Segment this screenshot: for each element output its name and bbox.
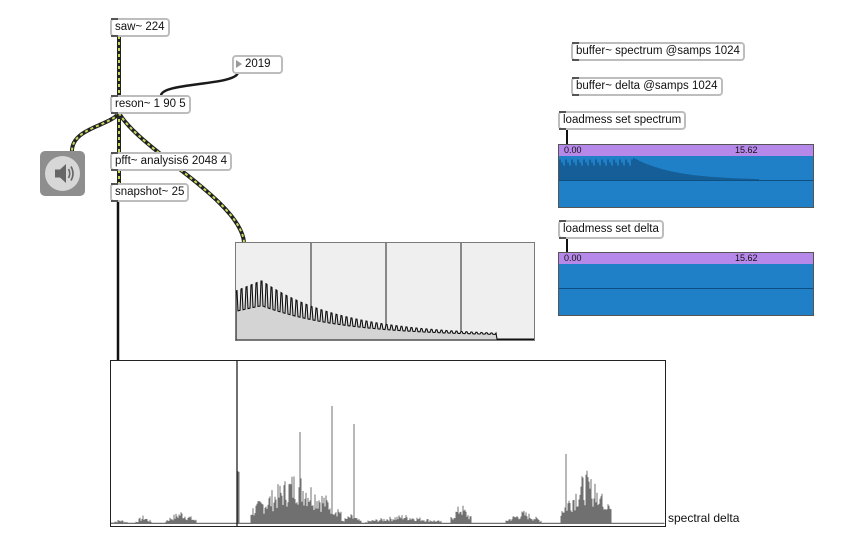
reson-object[interactable]: reson~ 1 90 5	[110, 95, 191, 114]
spectroscope-display	[235, 243, 535, 341]
loadmess-spectrum-object[interactable]: loadmess set spectrum	[558, 111, 687, 130]
number-box[interactable]: 2019	[232, 55, 283, 74]
triangle-icon	[236, 60, 242, 68]
snapshot-object[interactable]: snapshot~ 25	[110, 183, 190, 202]
pfft-object[interactable]: pfft~ analysis6 2048 4	[110, 152, 232, 171]
dac-button[interactable]	[40, 151, 85, 196]
multislider-bars	[110, 361, 665, 526]
spectroscope[interactable]	[235, 242, 535, 341]
spectral-delta-multislider[interactable]	[110, 360, 666, 527]
buffer-delta-object[interactable]: buffer~ delta @samps 1024	[571, 77, 723, 96]
speaker-icon	[55, 164, 74, 183]
multislider-label: spectral delta	[668, 511, 740, 525]
waveform-spectrum[interactable]: 0.00 15.62	[558, 144, 814, 208]
waveform-spectrum-trace	[559, 158, 759, 180]
waveform-ruler: 0.00 15.62	[559, 253, 813, 264]
waveform-delta[interactable]: 0.00 15.62	[558, 252, 814, 316]
buffer-spectrum-object[interactable]: buffer~ spectrum @samps 1024	[571, 42, 745, 61]
saw-object[interactable]: saw~ 224	[110, 18, 170, 37]
loadmess-delta-object[interactable]: loadmess set delta	[558, 220, 664, 239]
waveform-ruler: 0.00 15.62	[559, 145, 813, 156]
